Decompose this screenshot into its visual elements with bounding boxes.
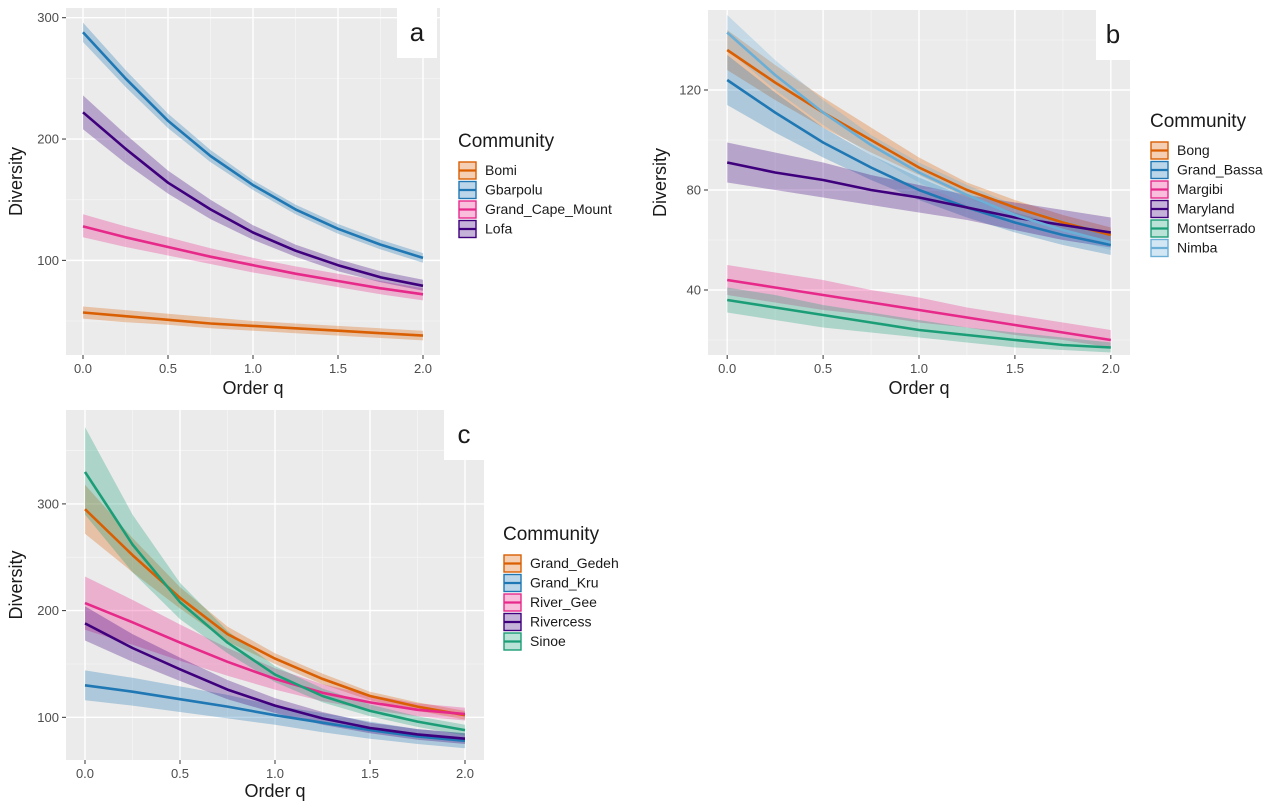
legend-key: Bomi [458,161,517,180]
legend-key: Grand_Kru [503,573,598,593]
x-tick-label: 0.5 [159,361,177,376]
legend-key: Bong [1150,141,1210,160]
ribbon-grand-cape-mount [83,214,423,301]
legend-key: Gbarpolu [458,180,543,200]
y-tick-label: 100 [37,253,59,268]
panel-tag-label: b [1106,19,1120,49]
line-grand-kru [84,684,466,743]
line-lofa [82,111,424,288]
legend: Community Grand_Gedeh Grand_Kru River_Gee Ri… [503,524,619,651]
y-tick-label: 80 [687,183,701,198]
line-bomi [82,311,424,337]
legend-label: Bomi [485,162,517,178]
legend-label: Grand_Bassa [1177,162,1263,178]
legend-key: Grand_Bassa [1150,160,1263,180]
line-gbarpolu [82,31,424,260]
legend-key: Margibi [1150,180,1223,199]
y-tick-label: 40 [687,283,701,298]
x-tick-label: 0.5 [814,361,832,376]
y-tick-label: 100 [37,710,59,725]
legend-label: Grand_Kru [530,575,598,591]
y-tick-label: 200 [37,603,59,618]
x-tick-label: 0.0 [74,361,92,376]
x-tick-label: 2.0 [1102,361,1120,376]
line-sinoe [83,471,466,732]
legend-label: Grand_Cape_Mount [485,201,612,217]
x-axis-title: Order q [244,781,305,801]
legend-label: Grand_Gedeh [530,555,619,571]
x-tick-label: 0.0 [76,766,94,781]
legend-label: Sinoe [530,633,566,649]
ribbon-river-gee [85,576,465,721]
legend-label: Maryland [1177,201,1235,217]
x-axis-title: Order q [222,378,283,398]
ribbon-rivercess [85,606,465,744]
panel-tag-box [1096,10,1130,60]
y-tick-label: 300 [37,496,59,511]
legend-key: River_Gee [503,593,597,612]
line-montserrado [726,298,1111,349]
y-axis-title: Diversity [6,550,26,619]
line-grand-cape-mount [82,225,424,296]
legend-title: Community [503,524,600,545]
legend-label: Montserrado [1177,220,1256,236]
legend-key: Lofa [458,219,512,239]
legend-label: Nimba [1177,240,1218,256]
ribbon-margibi [727,265,1111,348]
legend: Community Bomi Gbarpolu Grand_Cape_Mount Lof… [458,131,612,239]
line-grand-gedeh [84,508,466,717]
legend-key: Maryland [1150,199,1235,219]
x-tick-label: 0.0 [718,361,736,376]
x-tick-label: 1.0 [244,361,262,376]
line-nimba [726,31,1112,244]
line-maryland [726,161,1112,234]
legend-label: Margibi [1177,181,1223,197]
x-tick-label: 1.5 [361,766,379,781]
legend-label: Rivercess [530,614,591,630]
line-grand-bassa [726,78,1112,247]
x-tick-label: 0.5 [171,766,189,781]
legend-label: Bong [1177,142,1210,158]
x-tick-label: 1.0 [266,766,284,781]
legend-title: Community [458,131,555,152]
x-tick-label: 1.5 [329,361,347,376]
y-tick-label: 200 [37,132,59,147]
legend-key: Nimba [1150,238,1218,258]
line-margibi [726,278,1112,342]
y-axis-title: Diversity [650,148,670,217]
legend-label: Gbarpolu [485,182,543,198]
panel-a: 0.0 0.5 1.0 1.5 2.0 100 200 300 Order q Diversity… [6,8,612,398]
legend-key: Rivercess [503,612,591,632]
line-rivercess [84,622,466,740]
y-tick-label: 120 [679,83,701,98]
panel-tag-box [444,410,484,460]
legend-key: Montserrado [1150,219,1256,238]
legend-label: Lofa [485,221,512,237]
ribbon-grand-bassa [727,55,1111,255]
x-tick-label: 1.5 [1006,361,1024,376]
panel-tag-box [397,8,437,58]
panel-b: 0.0 0.5 1.0 1.5 2.0 40 80 120 Order q Diversity b C… [650,10,1263,398]
panel-c: 0.0 0.5 1.0 1.5 2.0 100 200 300 Order q Diversity… [6,410,619,801]
legend-key: Grand_Gedeh [503,554,619,573]
legend-title: Community [1150,111,1247,132]
y-axis-title: Diversity [6,147,26,216]
legend: Community Bong Grand_Bassa Margibi Maryland M… [1150,111,1263,258]
x-tick-label: 2.0 [456,766,474,781]
x-tick-label: 1.0 [910,361,928,376]
legend-key: Grand_Cape_Mount [458,200,612,219]
panel-tag-label: c [458,419,471,449]
line-bong [726,48,1112,237]
ribbon-bong [727,30,1111,243]
legend-key: Sinoe [503,632,566,651]
y-tick-label: 300 [37,10,59,25]
ribbon-montserrado [727,287,1111,353]
legend-label: River_Gee [530,594,597,610]
x-axis-title: Order q [888,378,949,398]
line-river-gee [84,601,466,716]
panel-tag-label: a [410,17,425,47]
x-tick-label: 2.0 [414,361,432,376]
